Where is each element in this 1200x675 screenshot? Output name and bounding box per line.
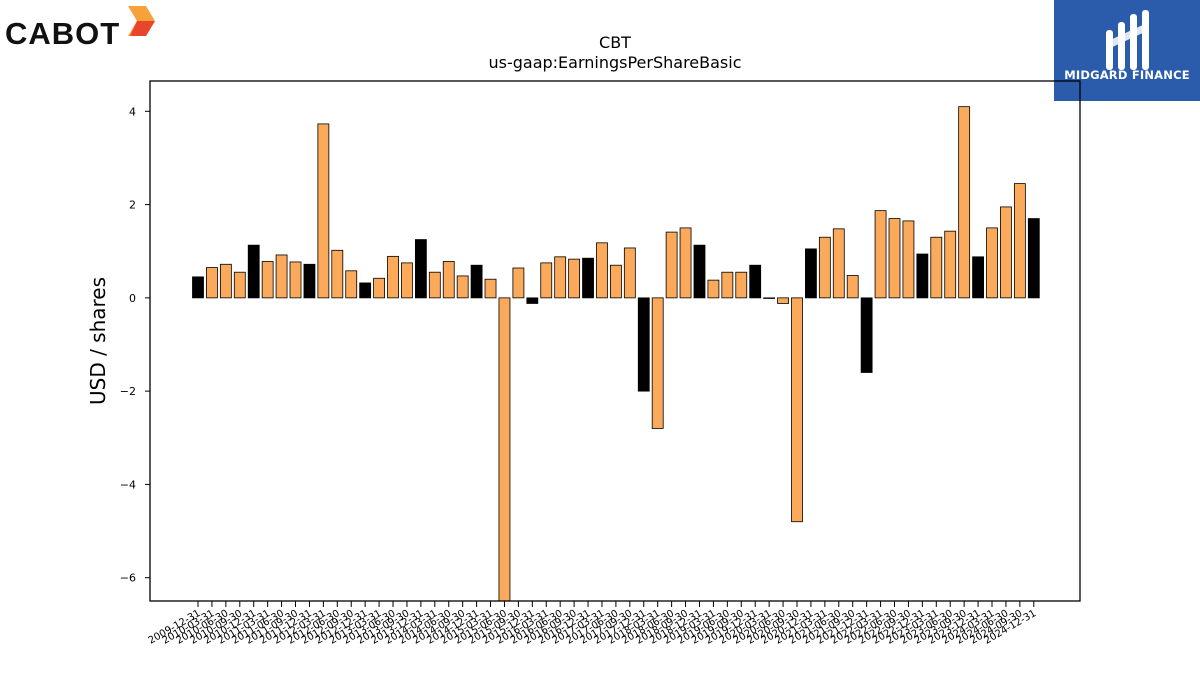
bar-2011-12-31 — [303, 263, 316, 299]
bar-2018-03-31 — [651, 297, 664, 429]
bar-2010-06-30 — [219, 263, 232, 299]
bar-2011-06-30 — [275, 254, 288, 299]
bar-2021-06-30 — [832, 228, 845, 299]
cabot-logo-text: CABOT — [5, 16, 120, 51]
cabot-logo: CABOT — [0, 0, 170, 60]
plot-frame — [149, 80, 1081, 602]
midgard-finance-logo: MIDGARD FINANCE — [1054, 0, 1200, 101]
bar-2012-06-30 — [331, 249, 344, 299]
cabot-logo-mark-accent-icon — [130, 21, 155, 36]
bar-2013-09-30 — [401, 262, 413, 299]
y-ticks-group: 4 2 0 −2 −4 −6 — [120, 105, 150, 585]
y-tick-label: 4 — [129, 105, 136, 118]
chart-subtitle: us-gaap:EarningsPerShareBasic — [488, 53, 741, 72]
bar-2010-03-31 — [206, 267, 218, 299]
bar-2015-03-31 — [484, 278, 497, 299]
bar-2023-06-30 — [944, 230, 957, 299]
midgard-logo-text: MIDGARD FINANCE — [1064, 68, 1190, 82]
bar-2023-12-31 — [972, 256, 984, 299]
bars-group — [192, 106, 1040, 602]
chart-title: CBT — [599, 33, 631, 52]
bar-2023-09-30 — [958, 106, 971, 299]
bar-2018-06-30 — [665, 231, 678, 299]
bar-2022-03-31 — [874, 210, 887, 299]
bar-2016-06-30 — [554, 256, 567, 299]
bar-2020-09-30 — [791, 297, 803, 523]
bar-2016-12-31 — [582, 257, 594, 299]
bar-2010-09-30 — [233, 271, 246, 299]
y-axis-label: USD / shares — [86, 277, 110, 405]
bar-2020-12-31 — [805, 248, 817, 299]
bar-2017-03-31 — [596, 242, 608, 299]
bar-2014-03-31 — [428, 271, 441, 299]
x-ticks-group: 2009-12-312010-03-312010-06-302010-09-30… — [147, 601, 1038, 647]
bar-2021-03-31 — [818, 236, 831, 299]
bar-2020-06-30 — [777, 297, 789, 304]
bar-2022-09-30 — [902, 220, 915, 299]
bar-2018-09-30 — [679, 227, 692, 299]
bar-2024-12-31 — [1027, 218, 1040, 299]
bar-2011-09-30 — [289, 261, 302, 299]
bar-2019-06-30 — [721, 271, 734, 299]
bar-2015-12-31 — [526, 297, 539, 304]
bar-2017-12-31 — [637, 297, 650, 392]
bar-2012-09-30 — [345, 270, 358, 299]
bar-2019-09-30 — [735, 271, 748, 299]
bar-2012-03-31 — [317, 123, 330, 299]
bar-2017-09-30 — [623, 247, 636, 299]
bar-2022-06-30 — [888, 218, 901, 299]
y-tick-label: −4 — [120, 478, 136, 491]
bar-2012-12-31 — [359, 282, 372, 299]
bar-2020-03-31 — [763, 297, 776, 299]
y-tick-label: 2 — [129, 199, 136, 212]
bar-2013-03-31 — [373, 277, 385, 299]
bar-2021-12-31 — [860, 297, 873, 373]
bar-2014-09-30 — [456, 275, 469, 299]
bar-2017-06-30 — [610, 264, 622, 299]
bar-2013-06-30 — [387, 255, 399, 299]
bar-2016-09-30 — [568, 258, 581, 299]
midgard-monogram-icon — [1106, 10, 1149, 70]
bar-2018-12-31 — [693, 244, 706, 299]
bar-2009-12-31 — [192, 276, 204, 299]
y-tick-label: −2 — [120, 385, 136, 398]
bar-2019-12-31 — [749, 264, 762, 299]
bar-2014-12-31 — [470, 264, 483, 299]
bar-2021-09-30 — [846, 275, 859, 299]
bar-2013-12-31 — [414, 239, 427, 299]
bar-2015-09-30 — [512, 267, 525, 299]
bar-2024-03-31 — [986, 227, 998, 299]
bar-2015-06-30 — [498, 297, 511, 602]
bar-2014-06-30 — [442, 261, 455, 299]
bar-2024-09-30 — [1013, 183, 1026, 299]
y-tick-label: −6 — [120, 572, 136, 585]
bar-2019-03-31 — [707, 279, 720, 299]
bar-2010-12-31 — [247, 244, 260, 299]
bar-2022-12-31 — [916, 253, 929, 299]
bar-2024-06-30 — [1000, 206, 1012, 299]
bar-2023-03-31 — [930, 236, 943, 299]
bar-2016-03-31 — [540, 262, 553, 299]
bar-2011-03-31 — [261, 261, 274, 299]
y-tick-label: 0 — [129, 292, 136, 305]
